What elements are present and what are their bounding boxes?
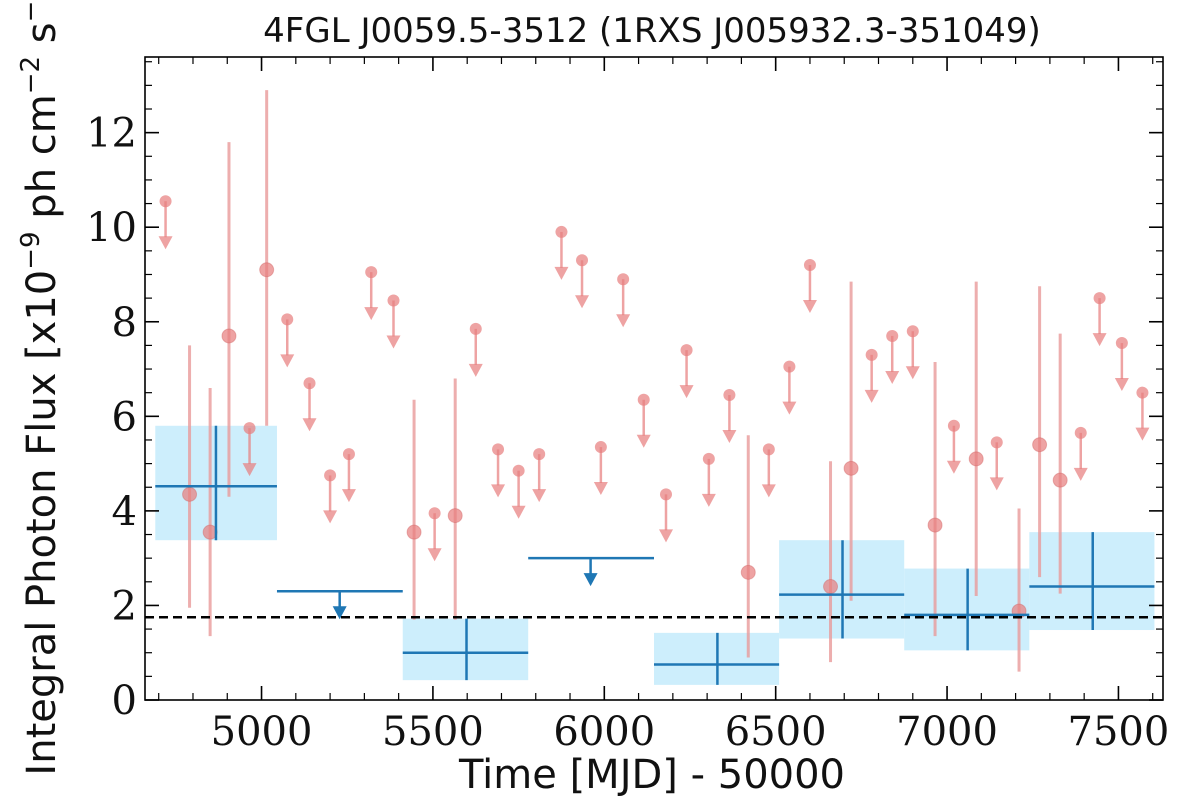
y-axis-label-exponent: −1 (16, 0, 46, 22)
fine-upper-limit-arrow-head (1114, 378, 1129, 392)
y-axis-label: Integral Photon Flux [x10−9 ph cm−2 s−1] (16, 0, 65, 776)
fine-data-point (968, 451, 984, 467)
coarse-upper-limit-arrow-head (583, 573, 598, 587)
y-tick-label: 6 (112, 394, 137, 440)
plot-frame (144, 56, 1164, 701)
fine-data-point (259, 262, 275, 278)
fine-upper-limit-arrow-head (761, 484, 776, 498)
fine-upper-limit-arrow-head (885, 370, 900, 384)
fine-upper-limit-arrow-head (323, 510, 338, 524)
fine-data-point (1032, 437, 1048, 453)
fine-data-point (406, 524, 422, 540)
fine-upper-limit-arrow-head (491, 484, 506, 498)
chart-title: 4FGL J0059.5-3512 (1RXS J005932.3-351049… (263, 11, 1041, 51)
fine-upper-limit-arrow-head (554, 266, 569, 280)
y-axis-label-part: Integral Photon Flux [x10 (19, 270, 65, 776)
fine-upper-limit-arrow-head (989, 477, 1004, 491)
fine-upper-limit-arrow-head (341, 489, 356, 503)
x-tick-label: 6000 (553, 709, 655, 755)
fine-upper-limit-arrow-head (722, 430, 737, 444)
fine-upper-limit-arrow-head (802, 300, 817, 314)
fine-data-point (1052, 472, 1068, 488)
x-tick-label: 6500 (725, 709, 827, 755)
fine-upper-limit-arrow-head (701, 493, 716, 507)
y-tick-label: 0 (112, 678, 137, 724)
fine-upper-limit-arrow-head (302, 418, 317, 432)
fine-upper-limit-arrow-head (946, 460, 961, 474)
fine-data-point (182, 486, 198, 502)
fine-data-point (823, 579, 839, 595)
fine-upper-limit-arrow-head (905, 366, 920, 380)
coarse-upper-limit-arrow-head (332, 606, 347, 620)
fine-upper-limit-arrow-head (864, 389, 879, 403)
fine-data-point (843, 460, 859, 476)
x-tick-label: 5500 (382, 709, 484, 755)
fine-upper-limit-arrow-head (575, 295, 590, 309)
fine-upper-limit-arrow-head (658, 529, 673, 543)
fine-upper-limit-arrow-head (364, 307, 379, 321)
fine-upper-limit-arrow-head (468, 363, 483, 377)
fine-upper-limit-arrow-head (679, 385, 694, 399)
x-tick-label: 5000 (211, 709, 313, 755)
y-axis-label-part: s (19, 22, 65, 56)
y-axis-label-exponent: −2 (16, 56, 46, 94)
y-tick-label: 4 (112, 489, 137, 535)
fine-upper-limit-arrow-head (593, 482, 608, 496)
y-axis-label-part: ph cm (19, 94, 65, 231)
fine-upper-limit-arrow-head (158, 236, 173, 250)
fine-upper-limit-arrow-head (1092, 333, 1107, 347)
fine-upper-limit-arrow-head (242, 463, 257, 477)
fine-data-point (221, 328, 237, 344)
fine-upper-limit-arrow-head (1135, 427, 1150, 441)
x-tick-label: 7000 (896, 709, 998, 755)
x-axis-label: Time [MJD] - 50000 (458, 752, 845, 798)
fine-data-point (740, 564, 756, 580)
fine-upper-limit-arrow-head (427, 548, 442, 562)
plot-area: 5000 5500 6000 6500 7000 7500 0 2 4 6 8 10 12 (86, 56, 1170, 755)
y-tick-label: 2 (112, 583, 137, 629)
fine-data-point (447, 508, 463, 524)
y-axis-label-exponent: −9 (16, 231, 46, 269)
fine-upper-limit-arrow-head (616, 314, 631, 328)
fine-upper-limit-arrow-head (782, 401, 797, 415)
fine-upper-limit-arrow-head (511, 505, 526, 519)
fine-upper-limit-arrow-head (1073, 467, 1088, 481)
y-tick-label: 12 (86, 111, 137, 157)
y-tick-label: 8 (112, 300, 137, 346)
fine-upper-limit-arrow-head (532, 489, 547, 503)
fine-upper-limit-arrow-head (636, 434, 651, 448)
fine-upper-limit-arrow-head (280, 354, 295, 368)
x-tick-label: 7500 (1068, 709, 1170, 755)
fine-upper-limit-arrow-head (386, 335, 401, 349)
y-tick-label: 10 (86, 205, 137, 251)
fine-data-point (927, 517, 943, 533)
